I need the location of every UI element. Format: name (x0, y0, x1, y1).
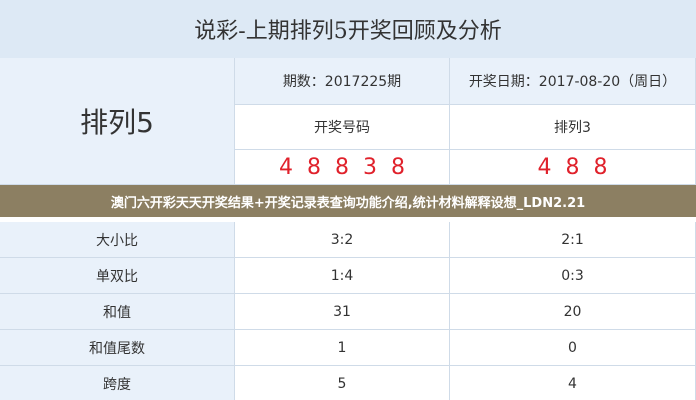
row-label: 大小比 (0, 222, 235, 258)
header: 说彩-上期排列5开奖回顾及分析 (0, 0, 696, 58)
row-label: 和值尾数 (0, 330, 235, 366)
date: 开奖日期：2017-08-20（周日） (450, 58, 696, 105)
row-value: 20 (450, 294, 696, 330)
row-value: 1:4 (235, 258, 450, 294)
row-label: 跨度 (0, 366, 235, 400)
row-label: 单双比 (0, 258, 235, 294)
issue: 期数：2017225期 (235, 58, 450, 105)
game-name: 排列5 (0, 58, 235, 185)
numbers: 488 (450, 150, 696, 185)
numbers: 48838 (235, 150, 450, 185)
row-value: 1 (235, 330, 450, 366)
row-label: 和值 (0, 294, 235, 330)
row-value: 3:2 (235, 222, 450, 258)
col-head: 排列3 (450, 105, 696, 150)
row-value: 31 (235, 294, 450, 330)
row-value: 4 (450, 366, 696, 400)
row-value: 5 (235, 366, 450, 400)
row-value: 0:3 (450, 258, 696, 294)
col-head: 开奖号码 (235, 105, 450, 150)
row-value: 0 (450, 330, 696, 366)
row-value: 2:1 (450, 222, 696, 258)
banner: 澳门六开彩天天开奖结果+开奖记录表查询功能介绍,统计材料解释设想_LDN2.21 (0, 185, 696, 217)
